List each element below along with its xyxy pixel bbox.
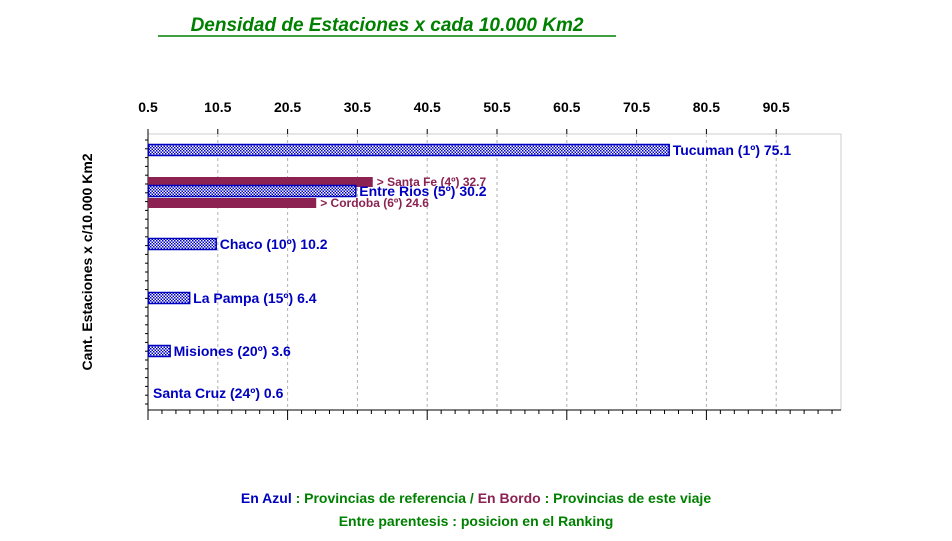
- plot-frame: [147, 133, 842, 411]
- chart-title: Densidad de Estaciones x cada 10.000 Km2: [191, 15, 584, 36]
- bar-label: Entre Rios (5º) 30.2: [359, 183, 486, 199]
- bar: [147, 291, 191, 305]
- bar: [147, 184, 357, 198]
- x-tick-label: 20.5: [274, 99, 301, 115]
- legend-trip-text: : Provincias de este viaje: [540, 490, 712, 506]
- bar-label: Chaco (10º) 10.2: [220, 236, 328, 252]
- bar-label: > Santa Fe (4º) 32.7: [377, 175, 487, 189]
- bar-label: > Cordoba (6º) 24.6: [320, 196, 429, 210]
- bottom-axis: [147, 409, 841, 420]
- bar: [148, 198, 317, 208]
- legend-blue-term: En Azul: [240, 490, 292, 506]
- legend-line-2: Entre parentesis : posicion en el Rankin…: [338, 513, 614, 529]
- y-axis-label: Cant. Estaciones x c/10.000 Km2: [79, 153, 95, 370]
- top-ticks: [147, 129, 777, 134]
- x-tick-label: 40.5: [414, 99, 441, 115]
- bar-label: Santa Cruz (24º) 0.6: [153, 385, 284, 401]
- bar: [147, 143, 670, 157]
- legend-bordo-term: En Bordo: [477, 490, 541, 506]
- bar: [147, 237, 217, 251]
- bar-label: Misiones (20º) 3.6: [174, 343, 291, 359]
- x-tick-label: 60.5: [553, 99, 580, 115]
- x-tick-labels: 0.5 10.5 20.5 30.5 40.5 50.5 60.5 70.5 80.5 90.5: [138, 99, 790, 115]
- bar: [148, 177, 373, 187]
- bars: [147, 143, 670, 358]
- x-tick-label: 70.5: [623, 99, 650, 115]
- x-tick-label: 90.5: [763, 99, 790, 115]
- left-axis: [145, 134, 149, 410]
- x-tick-label: 0.5: [138, 99, 158, 115]
- bar-label: La Pampa (15º) 6.4: [193, 290, 317, 306]
- x-tick-label: 10.5: [204, 99, 231, 115]
- gridlines: [217, 134, 777, 410]
- x-tick-label: 30.5: [344, 99, 371, 115]
- x-tick-label: 80.5: [693, 99, 720, 115]
- legend-line-1: En Azul : Provincias de referencia / En …: [0, 490, 952, 506]
- bar-labels: Tucuman (1º) 75.1 > Santa Fe (4º) 32.7Ent…: [153, 142, 791, 401]
- bar: [147, 344, 171, 358]
- x-tick-label: 50.5: [483, 99, 510, 115]
- bar-label: Tucuman (1º) 75.1: [673, 142, 792, 158]
- legend-reference-text: : Provincias de referencia /: [291, 490, 478, 506]
